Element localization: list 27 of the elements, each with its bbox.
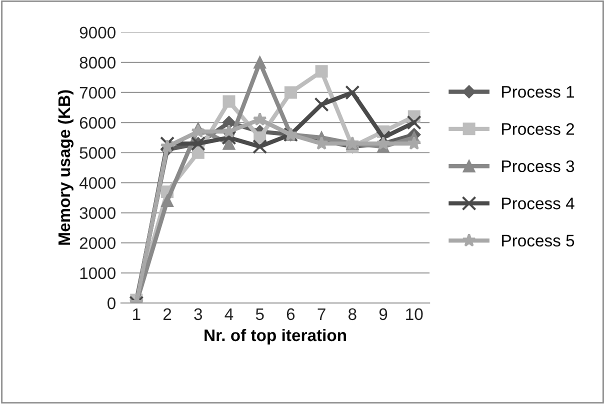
y-tick-label: 3000 [80, 207, 116, 219]
y-tick-label: 1000 [80, 267, 116, 280]
y-tick-label: 2000 [80, 237, 116, 250]
y-tick-label: 8000 [80, 56, 116, 69]
x-tick-label: 10 [406, 308, 423, 320]
y-tick-label: 0 [108, 297, 116, 310]
y-tick-label: 6000 [80, 116, 116, 129]
x-tick-label: 7 [318, 308, 326, 320]
x-tick-label: 6 [286, 308, 295, 320]
y-tick-label: 9000 [80, 26, 116, 39]
y-tick-label: 4000 [79, 177, 116, 189]
legend-label: Process 5 [502, 234, 574, 247]
legend-label: Process 2 [502, 123, 574, 135]
y-tick-label: 5000 [80, 147, 116, 159]
legend-label: Process 4 [502, 198, 574, 210]
legend-label: Process 1 [502, 86, 574, 98]
x-tick-label: 9 [379, 308, 388, 320]
x-tick-label: 2 [163, 308, 172, 320]
x-tick-label: 4 [224, 308, 234, 320]
x-axis-title: Nr. of top iteration [204, 328, 346, 344]
y-tick-label: 7000 [80, 86, 116, 99]
x-tick-label: 8 [348, 308, 356, 320]
x-tick-label: 3 [194, 308, 202, 320]
x-tick-label: 1 [133, 308, 140, 320]
legend-label: Process 3 [502, 160, 574, 172]
x-tick-label: 5 [256, 308, 264, 320]
y-axis-title: Memory usage (KB) [58, 90, 74, 245]
